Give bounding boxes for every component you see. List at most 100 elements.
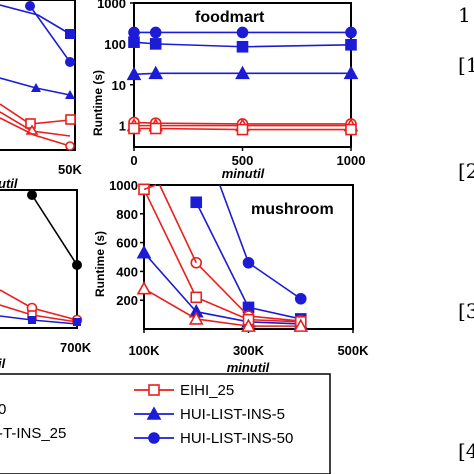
foodmart-xticks: 0 500 1000 <box>130 147 365 168</box>
foodmart-point-square <box>236 123 249 136</box>
mushroom-xtick-label: 500K <box>337 343 369 358</box>
right-margin-fragments: 1 [1 [2 [3 [4 <box>458 3 474 463</box>
foodmart-point-circle <box>236 26 249 39</box>
partial-top-left-blue-circle-point <box>25 1 35 11</box>
foodmart-ytick-label: 1000 <box>97 0 126 11</box>
foodmart-xlabel: minutil <box>222 166 265 181</box>
legend-frame <box>0 373 331 474</box>
foodmart-title: foodmart <box>195 9 265 26</box>
foodmart-point-circle <box>345 26 357 39</box>
partial-bottom-left-blue-square-point <box>73 318 81 326</box>
foodmart-point-triangle <box>126 66 142 81</box>
foodmart-point-square <box>236 40 249 53</box>
legend-left-fragment: 0 <box>0 401 6 418</box>
right-margin-text: [1 <box>458 53 474 77</box>
mushroom-series-line-2 <box>143 252 301 325</box>
legend-item: EIHI_25 <box>134 382 234 399</box>
mushroom-ytick-label: 200 <box>116 293 138 308</box>
mushroom-ytick-label: 800 <box>116 207 138 222</box>
mushroom-point-triangle <box>241 318 256 332</box>
legend-label: HUI-LIST-INS-50 <box>180 430 293 447</box>
partial-top-left-xlabel: util <box>0 176 18 191</box>
foodmart-ytick-label: 100 <box>104 37 126 52</box>
mushroom-series-extension-0 <box>143 184 157 191</box>
legend-marker-square <box>148 384 160 396</box>
mushroom-ytick-label: 400 <box>116 264 138 279</box>
mushroom-series-line-5 <box>143 287 301 327</box>
mushroom-series-line-0 <box>248 262 302 300</box>
foodmart-point-square <box>149 38 162 50</box>
mushroom-chart: mushroom Runtime (s) minutil 200 400 600 80… <box>93 178 369 375</box>
partial-bottom-left-black-point <box>27 190 37 200</box>
foodmart-point-triangle <box>148 65 164 80</box>
mushroom-ylabel: Runtime (s) <box>93 231 107 297</box>
foodmart-point-square <box>345 38 357 51</box>
partial-top-left-blue-square-line <box>0 4 71 35</box>
legend-items: EIHI_25 HUI-LIST-INS-5 HUI-LIST-INS-50 <box>134 382 293 447</box>
partial-chart-top-left: 50K util <box>0 0 82 191</box>
mushroom-series-extension-1 <box>158 184 197 264</box>
legend-marker-circle <box>148 432 160 444</box>
foodmart-point-square <box>128 36 140 48</box>
partial-top-left-blue-triangle-point <box>65 90 75 99</box>
foodmart-xtick-label: 1000 <box>337 153 366 168</box>
partial-bottom-left-red-line-2 <box>0 304 78 323</box>
mushroom-title: mushroom <box>251 201 334 218</box>
mushroom-ytick-label: 600 <box>116 236 138 251</box>
partial-bottom-left-blue-square-point <box>28 316 36 324</box>
mushroom-point-square <box>190 196 203 209</box>
mushroom-xtick-label: 300K <box>233 343 265 358</box>
foodmart-ylabel: Runtime (s) <box>91 70 105 136</box>
foodmart-point-square <box>345 123 357 136</box>
partial-top-left-red-circle-point <box>65 141 75 151</box>
legend-item: HUI-LIST-INS-50 <box>134 430 293 447</box>
legend-item: HUI-LIST-INS-5 <box>134 406 285 423</box>
foodmart-point-triangle <box>235 65 250 80</box>
foodmart-point-triangle <box>343 65 359 80</box>
partial-chart-bottom-left: 700K il <box>0 189 92 371</box>
partial-top-left-blue-triangle-point <box>31 83 41 92</box>
foodmart-point-circle <box>149 26 162 39</box>
right-margin-text: [4 <box>458 439 474 463</box>
mushroom-xticks: 100K 300K 500K <box>128 329 369 358</box>
partial-bottom-left-black-line <box>31 194 78 266</box>
foodmart-series <box>126 26 359 136</box>
legend-label: HUI-LIST-INS-5 <box>180 406 285 423</box>
foodmart-xtick-label: 500 <box>232 153 254 168</box>
mushroom-series-line-4 <box>143 188 301 323</box>
right-margin-text: 1 <box>458 3 471 27</box>
foodmart-ytick-label: 1 <box>119 119 126 134</box>
mushroom-point-square <box>190 291 203 304</box>
right-margin-text: [3 <box>458 299 474 323</box>
legend: 0 -T-INS_25 EIHI_25 HUI-LIST-INS-5 HUI-LIS… <box>0 373 331 474</box>
foodmart-series-line-1 <box>133 41 352 48</box>
foodmart-point-circle <box>128 26 140 39</box>
partial-bottom-left-frame <box>0 189 78 329</box>
mushroom-ytick-label: 1000 <box>109 178 138 193</box>
partial-bottom-left-xtick: 700K <box>60 340 92 355</box>
foodmart-series-line-5 <box>134 127 351 131</box>
foodmart-xtick-label: 0 <box>130 153 137 168</box>
mushroom-point-triangle <box>188 311 204 325</box>
partial-bottom-left-black-point <box>72 260 82 270</box>
mushroom-yticks: 200 400 600 800 1000 <box>109 178 144 308</box>
foodmart-series-line-2 <box>133 72 351 76</box>
partial-top-left-red-line-3 <box>0 117 71 147</box>
partial-top-left-red-square-point <box>65 114 76 125</box>
foodmart-ytick-label: 10 <box>112 78 126 93</box>
mushroom-point-triangle <box>136 245 152 259</box>
foodmart-chart: foodmart Runtime (s) minutil 1101001000 … <box>91 0 365 181</box>
mushroom-series-extension-2 <box>219 184 250 264</box>
legend-left-fragment: -T-INS_25 <box>0 425 66 442</box>
mushroom-xlabel: minutil <box>227 360 270 375</box>
partial-bottom-left-xlabel: il <box>0 356 6 371</box>
mushroom-series <box>136 183 309 332</box>
foodmart-series-line-3 <box>133 121 351 125</box>
mushroom-point-triangle <box>293 318 309 332</box>
mushroom-point-circle <box>294 292 307 305</box>
partial-top-left-red-square-point <box>25 118 36 129</box>
partial-top-left-frame <box>0 0 76 151</box>
legend-label: EIHI_25 <box>180 382 234 399</box>
foodmart-point-square <box>149 122 162 135</box>
